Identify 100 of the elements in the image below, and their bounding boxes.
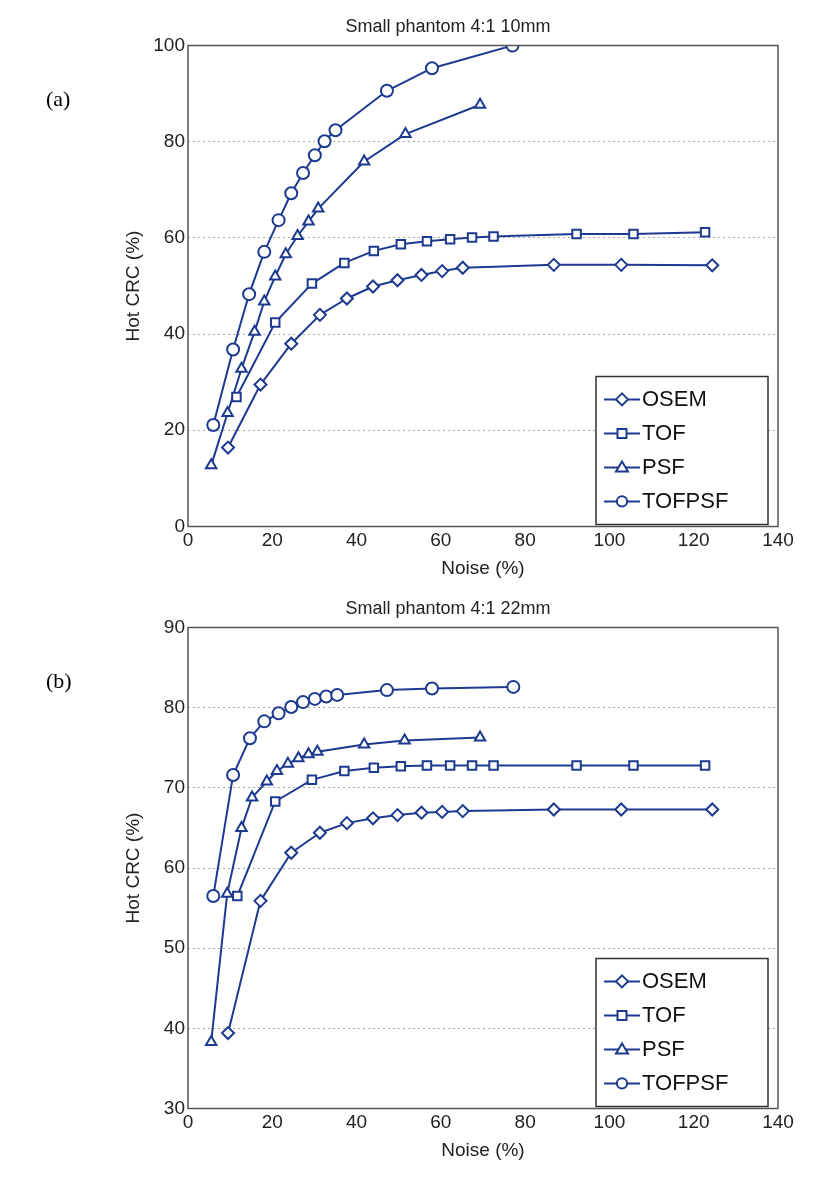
y-tick-label: 70 (163, 776, 185, 798)
point (444, 234, 456, 245)
point (307, 691, 322, 706)
point (466, 232, 478, 243)
point (253, 893, 268, 908)
point (279, 247, 292, 259)
x-tick-label: 120 (677, 529, 710, 551)
x-tick-label: 40 (346, 1111, 368, 1133)
point (296, 166, 311, 181)
point (705, 802, 720, 817)
point (444, 760, 456, 771)
y-tick-label: 50 (163, 936, 185, 958)
legend-label: TOFPSF (642, 1070, 729, 1096)
legend-label: PSF (642, 1036, 685, 1062)
point (571, 228, 582, 240)
point (395, 238, 407, 250)
point (390, 808, 405, 823)
point (269, 269, 282, 281)
y-tick-label: 90 (163, 615, 185, 637)
chart-title: Small phantom 4:1 22mm (345, 597, 551, 618)
x-axis-title: Noise (%) (441, 556, 525, 578)
point (245, 790, 259, 802)
point (628, 228, 639, 240)
x-tick-label: 80 (514, 1111, 536, 1133)
point (312, 307, 327, 322)
point (257, 244, 272, 259)
point (330, 687, 345, 702)
x-tick-label: 100 (593, 529, 626, 551)
y-tick-label: 40 (163, 1016, 185, 1038)
legend-label: TOF (642, 420, 686, 446)
point (221, 440, 236, 455)
legend-label: TOF (642, 1002, 686, 1028)
x-tick-label: 100 (593, 1111, 626, 1133)
text: (a) (46, 86, 71, 112)
y-axis-title: Hot CRC (%) (121, 812, 143, 924)
point (699, 760, 711, 771)
point (206, 889, 221, 904)
point (390, 273, 405, 288)
point (339, 816, 354, 831)
point (269, 796, 281, 807)
point (455, 260, 470, 275)
y-tick-label: 100 (153, 33, 185, 55)
point (242, 731, 257, 746)
point (271, 213, 286, 228)
point (235, 361, 248, 373)
point (253, 377, 268, 392)
point (248, 324, 261, 336)
point (281, 756, 295, 768)
point (206, 417, 221, 432)
point (614, 257, 629, 272)
point (357, 737, 371, 749)
legend-label: TOFPSF (642, 488, 729, 514)
point (204, 458, 218, 470)
point (488, 760, 499, 771)
point (242, 287, 257, 302)
point (435, 804, 450, 819)
y-tick-label: 30 (163, 1096, 185, 1118)
x-tick-label: 60 (430, 1111, 452, 1133)
x-tick-label: 140 (762, 529, 794, 551)
point (399, 127, 412, 139)
point (226, 768, 241, 783)
x-axis-title: Noise (%) (441, 1138, 525, 1160)
point (204, 1034, 218, 1046)
y-tick-label: 80 (163, 129, 185, 151)
point (339, 291, 354, 306)
y-tick-label: 20 (163, 418, 185, 440)
point (379, 683, 394, 698)
point (506, 679, 521, 694)
point (271, 706, 286, 721)
point (312, 201, 325, 213)
point (398, 733, 411, 745)
point (311, 744, 324, 756)
point (270, 764, 284, 776)
point (705, 258, 720, 273)
point (260, 774, 273, 786)
point (488, 231, 499, 242)
point (221, 1026, 236, 1041)
x-tick-label: 80 (514, 529, 536, 551)
y-tick-label: 60 (163, 856, 185, 878)
point (339, 257, 350, 269)
legend-label: PSF (642, 454, 685, 480)
point (395, 760, 407, 772)
point (312, 825, 327, 840)
point (435, 264, 450, 279)
point (366, 279, 381, 294)
point (284, 845, 299, 860)
point (306, 278, 318, 289)
point (221, 405, 234, 417)
point (546, 257, 561, 272)
point (339, 765, 350, 777)
point (379, 83, 394, 98)
x-tick-label: 40 (346, 529, 368, 551)
point (317, 134, 332, 149)
point (473, 97, 487, 109)
x-tick-label: 60 (430, 529, 452, 551)
point (368, 762, 380, 774)
point (328, 123, 343, 138)
point (269, 317, 281, 328)
point (296, 695, 311, 710)
point (302, 214, 315, 226)
